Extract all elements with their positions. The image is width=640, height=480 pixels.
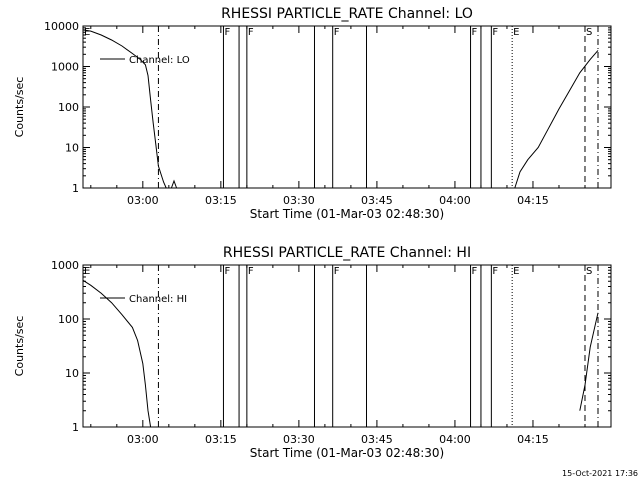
- x-tick-label: 04:15: [517, 433, 549, 446]
- y-tick-label: 1: [72, 421, 79, 434]
- chart-title: RHESSI PARTICLE_RATE Channel: HI: [223, 245, 471, 261]
- x-tick-label: 04:15: [517, 194, 549, 207]
- event-marker-label: F: [334, 27, 340, 38]
- event-marker-label: E: [513, 266, 519, 277]
- x-axis-label: Start Time (01-Mar-03 02:48:30): [250, 207, 444, 221]
- y-tick-label: 100: [58, 313, 79, 326]
- x-tick-label: 04:00: [439, 433, 471, 446]
- chart-panel-lo: RHESSI PARTICLE_RATE Channel: LO Counts/s…: [13, 6, 612, 221]
- chart-title: RHESSI PARTICLE_RATE Channel: LO: [221, 6, 473, 22]
- legend-label: Channel: LO: [129, 55, 190, 66]
- y-axis-label: Counts/sec: [13, 77, 26, 138]
- event-marker-label: F: [472, 27, 478, 38]
- event-marker-label: F: [492, 27, 498, 38]
- x-tick-label: 03:00: [127, 194, 159, 207]
- event-marker-label: S: [586, 27, 592, 38]
- series-line: [82, 279, 152, 428]
- event-marker-label: F: [248, 266, 254, 277]
- event-marker-label: F: [224, 266, 230, 277]
- series-line: [170, 179, 178, 189]
- event-marker-label: F: [224, 27, 230, 38]
- event-marker-label: F: [248, 27, 254, 38]
- footer-timestamp: 15-Oct-2021 17:36: [562, 469, 638, 478]
- x-axis-label: Start Time (01-Mar-03 02:48:30): [250, 446, 444, 460]
- event-marker-label: F: [492, 266, 498, 277]
- x-tick-label: 03:15: [205, 194, 237, 207]
- y-tick-label: 10: [65, 367, 79, 380]
- x-tick-label: 03:45: [361, 433, 393, 446]
- x-tick-label: 03:45: [361, 194, 393, 207]
- event-marker-label: F: [472, 266, 478, 277]
- y-tick-label: 10: [65, 142, 79, 155]
- y-tick-label: 1000: [51, 61, 79, 74]
- y-tick-label: 1: [72, 182, 79, 195]
- event-marker-label: E: [513, 27, 519, 38]
- event-marker-label: S: [586, 266, 592, 277]
- x-tick-label: 03:00: [127, 433, 159, 446]
- legend-label: Channel: HI: [129, 294, 187, 305]
- series-line: [82, 29, 167, 189]
- chart-panel-hi: RHESSI PARTICLE_RATE Channel: HI Counts/s…: [13, 245, 612, 460]
- y-axis-label: Counts/sec: [13, 316, 26, 377]
- plot-frame: [82, 25, 612, 189]
- event-marker-label: E: [84, 27, 90, 38]
- x-tick-label: 03:30: [283, 433, 315, 446]
- y-tick-label: 10000: [44, 20, 79, 33]
- event-marker-label: E: [84, 266, 90, 277]
- x-tick-label: 03:30: [283, 194, 315, 207]
- plot-frame: [82, 264, 612, 428]
- series-line: [579, 312, 599, 411]
- x-tick-label: 03:15: [205, 433, 237, 446]
- y-tick-label: 1000: [51, 259, 79, 272]
- event-marker-label: F: [334, 266, 340, 277]
- series-line: [514, 50, 599, 189]
- x-tick-label: 04:00: [439, 194, 471, 207]
- y-tick-label: 100: [58, 101, 79, 114]
